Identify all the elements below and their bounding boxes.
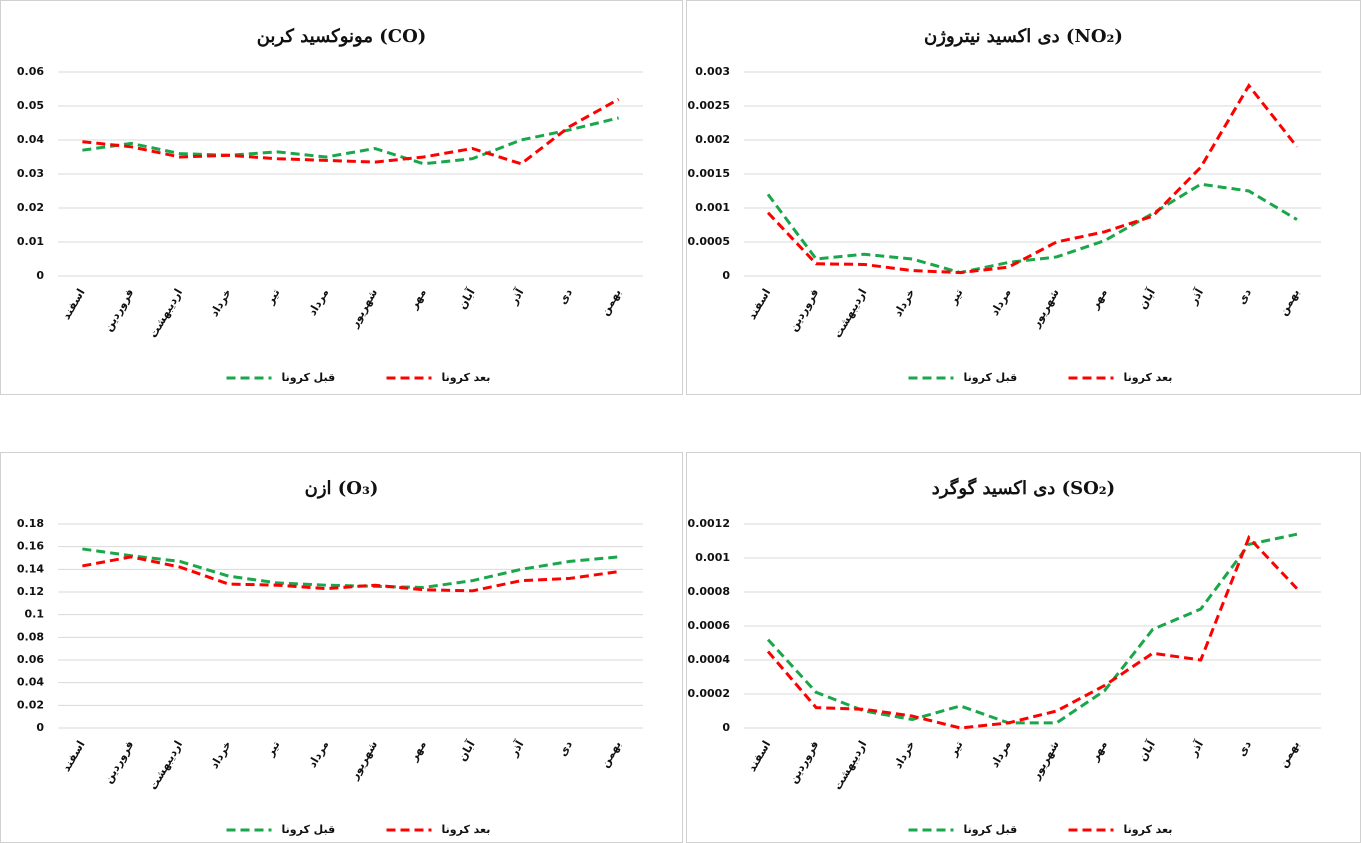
y-tick-label: 0.002 [695, 133, 730, 146]
legend-label: قبل کرونا [964, 371, 1018, 384]
y-tick-label: 0.0004 [688, 653, 731, 666]
legend-label: قبل کرونا [282, 371, 336, 384]
legend-label: بعد کرونا [442, 371, 491, 384]
legend-label: بعد کرونا [442, 823, 491, 836]
legend-label: قبل کرونا [964, 823, 1018, 836]
y-tick-label: 0.01 [17, 235, 44, 248]
y-tick-label: 0 [36, 721, 44, 734]
y-tick-label: 0.003 [695, 65, 730, 78]
y-tick-label: 0.001 [695, 551, 730, 564]
y-tick-label: 0.14 [17, 562, 44, 575]
y-tick-label: 0.02 [17, 201, 44, 214]
legend-label: بعد کرونا [1124, 823, 1173, 836]
y-tick-label: 0.02 [17, 698, 44, 711]
y-tick-label: 0.1 [25, 608, 45, 621]
panel [1, 1, 683, 395]
y-tick-label: 0.12 [17, 585, 44, 598]
y-tick-label: 0.0012 [688, 517, 730, 530]
chart-title: مونوکسید کربن (CO) [257, 26, 427, 47]
y-tick-label: 0 [36, 269, 44, 282]
y-tick-label: 0 [722, 721, 730, 734]
y-tick-label: 0 [722, 269, 730, 282]
y-tick-label: 0.04 [17, 676, 44, 689]
y-tick-label: 0.0006 [688, 619, 731, 632]
y-tick-label: 0.06 [17, 65, 44, 78]
y-tick-label: 0.05 [17, 99, 44, 112]
y-tick-label: 0.0008 [688, 585, 730, 598]
chart-title: دی اکسید نیتروژن (NO₂) [924, 26, 1123, 47]
y-tick-label: 0.18 [17, 517, 44, 530]
y-tick-label: 0.03 [17, 167, 44, 180]
y-tick-label: 0.06 [17, 653, 44, 666]
chart-title: ازن (O₃) [305, 478, 379, 499]
y-tick-label: 0.08 [17, 630, 44, 643]
y-tick-label: 0.001 [695, 201, 730, 214]
legend-label: قبل کرونا [282, 823, 336, 836]
y-tick-label: 0.0005 [688, 235, 730, 248]
legend-label: بعد کرونا [1124, 371, 1173, 384]
chart-title: دی اکسید گوگرد (SO₂) [932, 477, 1115, 499]
y-tick-label: 0.16 [17, 540, 44, 553]
y-tick-label: 0.0025 [688, 99, 730, 112]
y-tick-label: 0.0002 [688, 687, 730, 700]
panel [1, 453, 683, 843]
y-tick-label: 0.04 [17, 133, 44, 146]
panel [687, 453, 1361, 843]
y-tick-label: 0.0015 [688, 167, 730, 180]
dashboard: مونوکسید کربن (CO) 0 0.01 0.02 0.03 0.04 0.05 0… [0, 0, 1361, 843]
